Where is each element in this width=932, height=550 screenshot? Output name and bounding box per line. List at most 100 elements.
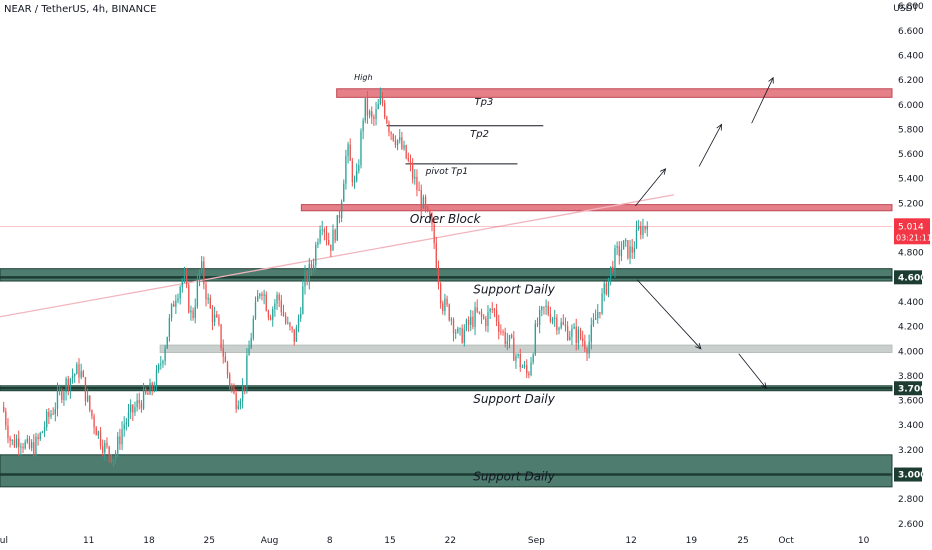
candle [459, 327, 461, 336]
candle-body [151, 383, 153, 390]
candle [515, 353, 517, 369]
arrow-head [760, 382, 767, 389]
candle [457, 326, 459, 334]
candle-body [175, 300, 177, 307]
candle-body [616, 246, 618, 248]
candle-body [582, 338, 584, 342]
candle-body [586, 348, 588, 354]
candle [179, 285, 181, 305]
candle-body [140, 403, 143, 409]
candle [7, 418, 9, 444]
candle-body [556, 317, 558, 331]
candle-body [9, 438, 11, 441]
candle-body [18, 438, 20, 448]
candle-body [368, 111, 371, 116]
price-badge [894, 218, 930, 245]
candle [265, 291, 267, 312]
level-badge [894, 381, 922, 396]
candle-body [76, 364, 78, 375]
candle [340, 199, 343, 223]
x-tick-label: Sep [528, 536, 545, 546]
candle-body [554, 317, 556, 319]
candle [549, 306, 552, 324]
candle [147, 390, 149, 395]
level-badge [894, 270, 922, 285]
candle [65, 376, 67, 401]
candle [609, 266, 612, 286]
candle [371, 106, 373, 124]
candle [418, 181, 420, 192]
candle [297, 314, 300, 333]
candle-body [241, 386, 244, 401]
level-badge-label: 4.600 [898, 273, 926, 283]
candle-body [517, 354, 519, 356]
candle-body [360, 131, 362, 166]
candle-body [325, 232, 328, 241]
candle-body [498, 321, 500, 332]
x-tick-label: 19 [686, 536, 698, 546]
x-tick-label: 12 [625, 536, 636, 546]
candle [422, 194, 425, 209]
candle [461, 324, 463, 344]
candle [188, 282, 190, 314]
candle-body [446, 298, 448, 305]
candle [364, 98, 366, 124]
candle [377, 99, 379, 110]
candle [328, 232, 330, 246]
candle-body [521, 366, 524, 368]
candle-body [317, 242, 319, 245]
candle [308, 257, 310, 290]
candle-body [495, 309, 498, 322]
candle-body [276, 294, 278, 304]
candle [325, 225, 328, 246]
candle [588, 334, 590, 359]
candle [448, 303, 450, 322]
candle-body [536, 323, 539, 325]
candle-body [424, 196, 427, 207]
candle-body [308, 263, 310, 282]
candle [43, 421, 46, 438]
candle-body [106, 442, 108, 447]
x-tick-label: 8 [327, 536, 333, 546]
candle [306, 269, 308, 286]
candle [366, 91, 369, 124]
candle [173, 300, 175, 307]
trendline [0, 194, 675, 318]
candle [465, 318, 468, 332]
candle [521, 364, 524, 368]
candle-body [448, 304, 450, 321]
candle-body [190, 310, 192, 313]
candle [132, 404, 134, 421]
candle-body [28, 438, 31, 449]
candle [629, 240, 631, 265]
candle [284, 312, 287, 325]
candle-body [97, 431, 100, 436]
candle-body [61, 390, 63, 400]
candle-body [545, 305, 547, 308]
arrow-head [768, 76, 774, 84]
candle-body [455, 332, 457, 334]
candle-body [366, 98, 369, 116]
candle-body [108, 446, 110, 455]
candle [504, 327, 506, 348]
candle-body [459, 328, 461, 330]
candle [476, 299, 478, 314]
candle-body [183, 275, 186, 280]
candle-body [5, 411, 7, 426]
candle-body [590, 324, 592, 342]
candle [526, 359, 528, 378]
candle [431, 212, 433, 232]
y-tick-label: 6.400 [898, 51, 924, 61]
candle-body [403, 145, 405, 149]
candle-body [41, 431, 44, 433]
candle [644, 225, 646, 234]
x-tick-label: Jul [0, 536, 8, 546]
candle-body [465, 319, 468, 330]
candle-body [177, 298, 179, 301]
candle [69, 377, 72, 399]
candle [166, 336, 168, 350]
candle-body [24, 441, 26, 449]
candle-body [304, 271, 306, 287]
candle [63, 388, 65, 406]
